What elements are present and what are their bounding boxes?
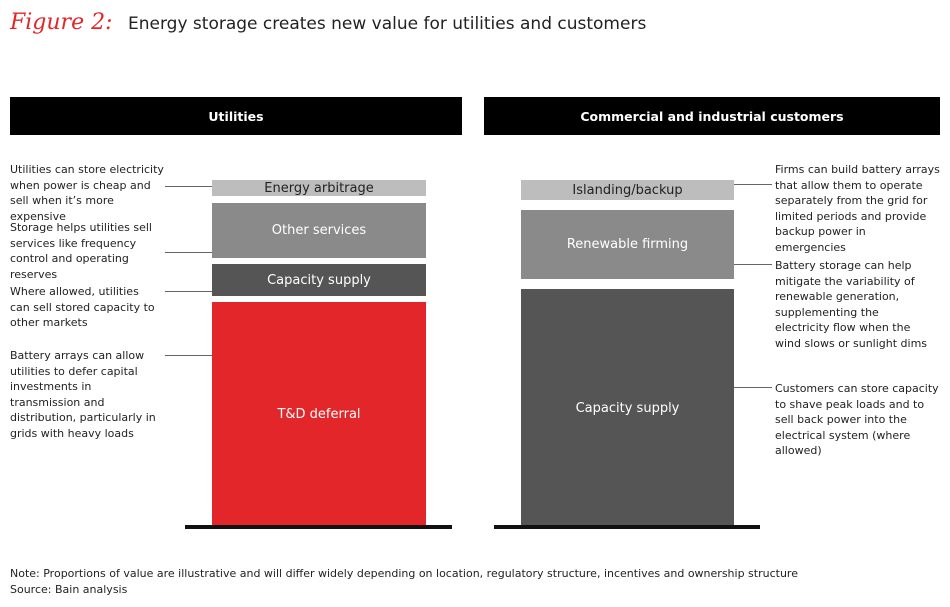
annotation: Utilities can store electricity when pow… [10, 163, 164, 223]
block: Renewable firming [521, 210, 734, 279]
block: Capacity supply [212, 264, 426, 296]
block: Energy arbitrage [212, 180, 426, 196]
annotation: Firms can build battery arrays that allo… [775, 163, 940, 254]
leader-line [165, 252, 212, 253]
baseline [494, 525, 760, 529]
block: Capacity supply [521, 289, 734, 527]
leader-line [165, 291, 212, 292]
leader-line [165, 186, 212, 187]
leader-line [734, 264, 772, 265]
block: Other services [212, 203, 426, 258]
source: Source: Bain analysis [10, 583, 128, 596]
block: Islanding/backup [521, 180, 734, 200]
annotation: Battery arrays can allow utilities to de… [10, 349, 156, 440]
footnote: Note: Proportions of value are illustrat… [10, 567, 798, 580]
baseline [185, 525, 452, 529]
leader-line [734, 184, 772, 185]
panel-header: Utilities [10, 97, 462, 135]
title: Energy storage creates new value for uti… [128, 14, 647, 34]
annotation: Where allowed, utilities can sell stored… [10, 285, 155, 330]
annotation: Storage helps utilities sell services li… [10, 221, 152, 281]
panel-header: Commercial and industrial customers [484, 97, 940, 135]
annotation: Battery storage can help mitigate the va… [775, 259, 928, 350]
leader-line [734, 387, 772, 388]
block: T&D deferral [212, 302, 426, 527]
figure-label: Figure 2: [10, 10, 113, 35]
annotation: Customers can store capacity to shave pe… [775, 382, 939, 458]
leader-line [165, 355, 212, 356]
